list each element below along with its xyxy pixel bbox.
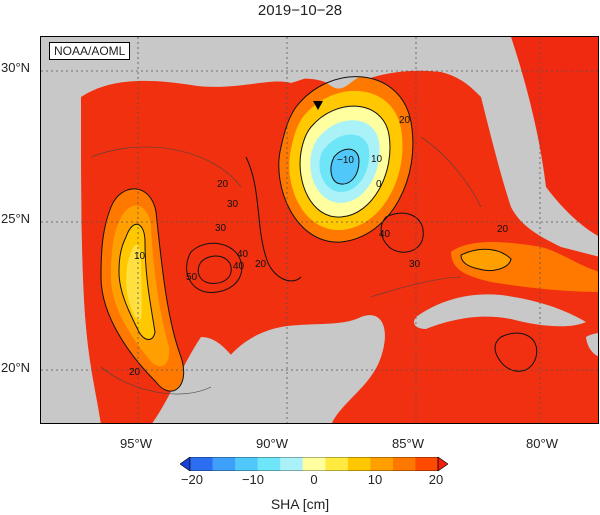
colorbar-cell [415, 457, 439, 471]
colorbar-label: SHA [cm] [270, 496, 330, 512]
colorbar-cell [370, 457, 394, 471]
florida-peninsula [481, 85, 548, 221]
map-title: 2019−10−28 [257, 2, 343, 19]
colorbar-cell [280, 457, 304, 471]
colorbar-frame [189, 457, 439, 471]
cuba-island [414, 294, 586, 329]
lon-label-80w: 80°W [526, 436, 558, 451]
colorbar-cell [325, 457, 349, 471]
contour-label: 40 [379, 229, 391, 240]
yucatan-warm-core [461, 249, 511, 271]
land-masses [41, 37, 598, 423]
contour-label: 40 [233, 261, 245, 272]
contour-label: 20 [399, 115, 411, 126]
lon-label-85w: 85°W [392, 436, 424, 451]
contour-label: 30 [409, 259, 421, 270]
contour-label-group: 20 30 40 10 0 −10 20 30 40 40 50 20 20 3… [129, 115, 509, 378]
colorbar [180, 457, 448, 471]
colorbar-cell [437, 457, 448, 471]
noaa-watermark: NOAA/AOML [49, 42, 131, 60]
contour-label: 30 [227, 199, 239, 210]
hispaniola-partial [586, 333, 598, 357]
contour-label: 20 [497, 224, 509, 235]
contour-label: −10 [337, 155, 354, 166]
colorbar-cell [302, 457, 326, 471]
lon-label-95w: 95°W [120, 436, 152, 451]
yucatan-peninsula [191, 315, 385, 423]
contour-label: 20 [217, 179, 229, 190]
colorbar-tick: 20 [428, 472, 444, 487]
mexico-land [41, 107, 101, 423]
map-frame: 20 30 40 10 0 −10 20 30 40 40 50 20 20 3… [40, 36, 599, 424]
colorbar-tick: −20 [180, 472, 204, 487]
colorbar-cell [235, 457, 259, 471]
station-marker-icon [313, 101, 323, 110]
contour-label: 10 [371, 154, 383, 165]
sea-height-map: 20 30 40 10 0 −10 20 30 40 40 50 20 20 3… [41, 37, 598, 423]
graticule [41, 37, 598, 423]
lon-label-90w: 90°W [256, 436, 288, 451]
colorbar-tick: 10 [367, 472, 383, 487]
contour-label: 30 [215, 223, 227, 234]
minor-contours [90, 136, 482, 395]
atlantic-ocean [511, 37, 598, 236]
lat-label-20n: 20°N [1, 360, 31, 375]
colorbar-cell [347, 457, 371, 471]
colorbar-cell [392, 457, 416, 471]
contour-lines [100, 76, 538, 392]
lat-label-25n: 25°N [1, 211, 31, 226]
colorbar-cell [180, 457, 191, 471]
contour-label: 0 [376, 179, 382, 190]
contour-label: 20 [129, 367, 141, 378]
contour-label: 20 [255, 259, 267, 270]
contour-label: 40 [237, 249, 249, 260]
colorbar-cell [212, 457, 236, 471]
colorbar-tick: 0 [310, 472, 318, 487]
lat-label-30n: 30°N [1, 60, 31, 75]
central-cold-eddy [278, 76, 413, 243]
us-gulf-coast [41, 37, 515, 127]
colorbar-cell [257, 457, 281, 471]
colorbar-tick: −10 [241, 472, 265, 487]
contour-label: 10 [134, 251, 146, 262]
colorbar-cells [180, 457, 448, 471]
contour-label: 50 [186, 272, 198, 283]
colorbar-cell [190, 457, 214, 471]
